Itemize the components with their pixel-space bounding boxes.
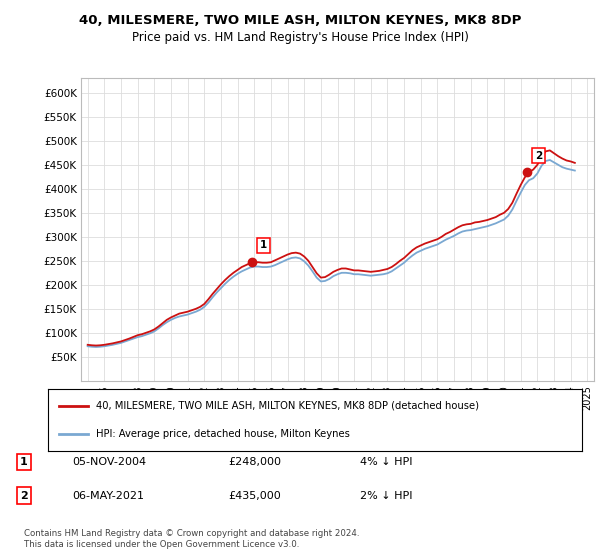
Text: 40, MILESMERE, TWO MILE ASH, MILTON KEYNES, MK8 8DP (detached house): 40, MILESMERE, TWO MILE ASH, MILTON KEYN… <box>96 401 479 411</box>
Text: £248,000: £248,000 <box>228 457 281 467</box>
Text: Price paid vs. HM Land Registry's House Price Index (HPI): Price paid vs. HM Land Registry's House … <box>131 31 469 44</box>
Text: 2% ↓ HPI: 2% ↓ HPI <box>360 491 413 501</box>
Text: 05-NOV-2004: 05-NOV-2004 <box>72 457 146 467</box>
Text: 4% ↓ HPI: 4% ↓ HPI <box>360 457 413 467</box>
Text: 1: 1 <box>260 240 268 250</box>
Text: 1: 1 <box>20 457 28 467</box>
Text: 40, MILESMERE, TWO MILE ASH, MILTON KEYNES, MK8 8DP: 40, MILESMERE, TWO MILE ASH, MILTON KEYN… <box>79 14 521 27</box>
Text: Contains HM Land Registry data © Crown copyright and database right 2024.
This d: Contains HM Land Registry data © Crown c… <box>24 529 359 549</box>
Text: HPI: Average price, detached house, Milton Keynes: HPI: Average price, detached house, Milt… <box>96 429 350 439</box>
Text: £435,000: £435,000 <box>228 491 281 501</box>
Text: 2: 2 <box>535 151 542 161</box>
Text: 06-MAY-2021: 06-MAY-2021 <box>72 491 144 501</box>
Text: 2: 2 <box>20 491 28 501</box>
